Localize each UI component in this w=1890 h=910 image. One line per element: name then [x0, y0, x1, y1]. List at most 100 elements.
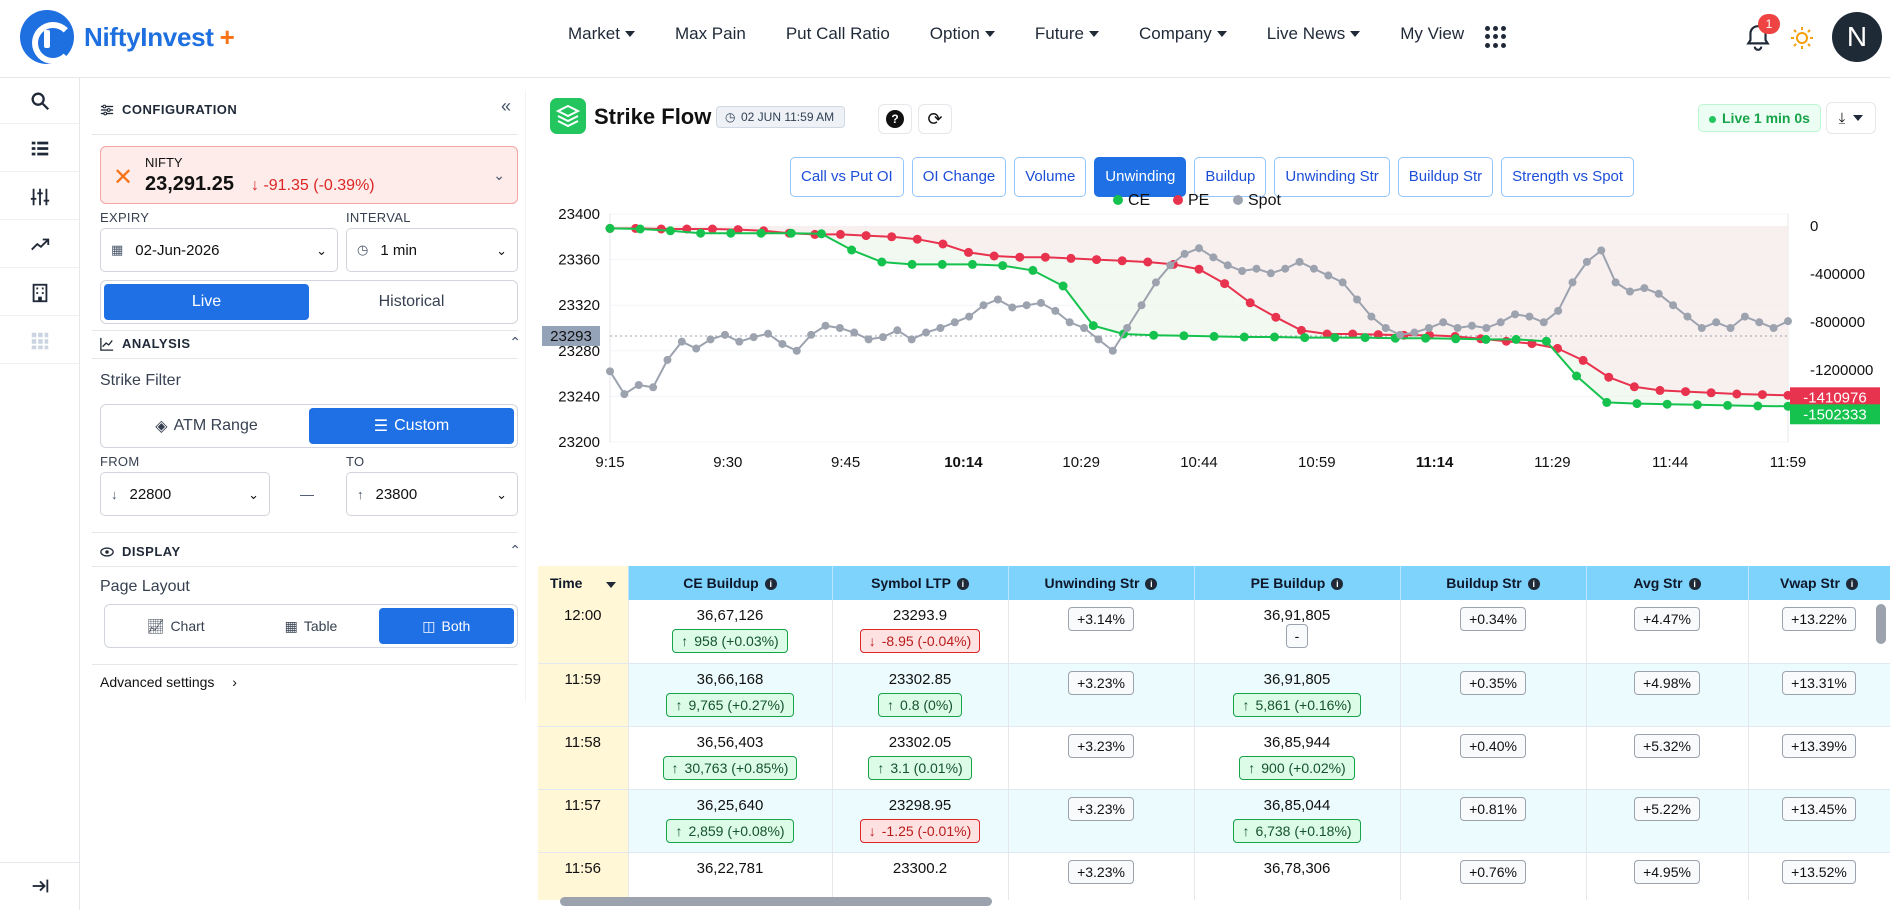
- nav-item-live-news[interactable]: Live News: [1267, 24, 1361, 44]
- apps-grid-icon[interactable]: [1485, 26, 1507, 48]
- layout-chart-button[interactable]: 📈︎ Chart: [108, 608, 243, 644]
- chevron-up-icon[interactable]: ⌃: [509, 542, 521, 558]
- chart-tabs: Call vs Put OI OI Change Volume Unwinding Bu…: [790, 157, 1635, 197]
- x-tick: 10:44: [1180, 454, 1218, 471]
- spot-point: [1080, 324, 1089, 332]
- tab-call-vs-put-oi[interactable]: Call vs Put OI: [790, 157, 904, 197]
- strength-chip: +3.23%: [1068, 733, 1134, 758]
- pe-point: [656, 224, 666, 234]
- spot-point: [1755, 318, 1764, 327]
- rail-heatmap[interactable]: [0, 318, 80, 364]
- column-header-vwap-str[interactable]: Vwap Str i: [1748, 566, 1890, 600]
- column-header-label: Symbol LTP: [871, 575, 951, 591]
- divider: [92, 358, 518, 359]
- tab-oi-change[interactable]: OI Change: [911, 157, 1007, 197]
- column-header-unwinding-str[interactable]: Unwinding Str i: [1008, 566, 1195, 600]
- tab-volume[interactable]: Volume: [1014, 157, 1087, 197]
- horizontal-scrollbar[interactable]: [560, 897, 992, 906]
- live-status: Live 1 min 0s: [1698, 104, 1821, 132]
- tab-unwinding[interactable]: Unwinding: [1094, 157, 1187, 197]
- layout-both-button[interactable]: ◫ Both: [378, 608, 514, 644]
- interval-select[interactable]: ◷ 1 min ⌄: [346, 228, 518, 272]
- value-cell: 36,67,126 ↑ 958 (+0.03%): [628, 600, 833, 664]
- pe-point: [733, 225, 743, 235]
- nav-item-max-pain[interactable]: Max Pain: [675, 24, 746, 44]
- change-value: 2,859 (+0.08%): [688, 822, 785, 839]
- column-header-symbol-ltp[interactable]: Symbol LTP i: [832, 566, 1009, 600]
- tab-unwinding-str[interactable]: Unwinding Str: [1274, 157, 1390, 197]
- vertical-scrollbar[interactable]: [1876, 604, 1886, 644]
- advanced-settings-link[interactable]: Advanced settings ›: [100, 674, 237, 690]
- change-value: -8.95 (-0.04%): [881, 633, 972, 649]
- nav-item-put-call-ratio[interactable]: Put Call Ratio: [786, 24, 890, 44]
- spot-point: [1238, 267, 1247, 275]
- change-chip: ↑ 9,765 (+0.27%): [666, 692, 794, 717]
- from-strike-select[interactable]: ↓ 22800 ⌄: [100, 472, 270, 516]
- table-icon: ▦: [284, 617, 298, 634]
- spot-point: [1424, 324, 1433, 332]
- info-icon: i: [1688, 578, 1701, 591]
- chevron-down-icon: ⌄: [496, 487, 507, 502]
- rail-search[interactable]: [0, 78, 80, 124]
- nav-item-option[interactable]: Option: [930, 24, 995, 44]
- arrow-down-icon: ↓: [251, 177, 259, 194]
- rail-company[interactable]: [0, 270, 80, 316]
- rail-trends[interactable]: [0, 222, 80, 268]
- display-header[interactable]: DISPLAY: [100, 544, 181, 559]
- sun-icon[interactable]: [1790, 26, 1814, 50]
- avatar[interactable]: N: [1832, 12, 1882, 62]
- to-strike-select[interactable]: ↑ 23800 ⌄: [346, 472, 518, 516]
- legend-label-spot[interactable]: Spot: [1248, 192, 1281, 209]
- table-row[interactable]: 11:56 36,22,781 23300.2 +3.23% 36,78,306 +0.7…: [538, 852, 1890, 900]
- tab-buildup[interactable]: Buildup: [1194, 157, 1267, 197]
- column-header-pe-buildup[interactable]: PE Buildup i: [1194, 566, 1401, 600]
- nav-item-my-view[interactable]: My View: [1400, 24, 1464, 44]
- strength-chip: +5.22%: [1634, 796, 1700, 821]
- pe-point: [1655, 385, 1665, 395]
- collapse-panel-icon[interactable]: «: [500, 96, 511, 116]
- table-row[interactable]: 11:59 36,66,168 ↑ 9,765 (+0.27%) 23302.85 ↑ 0.…: [538, 663, 1890, 727]
- spot-point: [965, 312, 974, 321]
- atm-range-button[interactable]: ◈ ATM Range: [104, 408, 309, 444]
- chevron-up-icon[interactable]: ⌃: [509, 334, 521, 350]
- spot-point: [1252, 264, 1261, 273]
- pe-point: [1117, 256, 1127, 266]
- instrument-selector[interactable]: ✕ NIFTY 23,291.25 ↓ -91.35 (-0.39%) ⌄: [100, 146, 518, 204]
- nav-item-future[interactable]: Future: [1035, 24, 1100, 44]
- table-row[interactable]: 11:58 36,56,403 ↑ 30,763 (+0.85%) 23302.05 ↑ 3…: [538, 726, 1890, 790]
- ce-point: [1300, 333, 1310, 343]
- live-mode-button[interactable]: Live: [104, 284, 309, 320]
- table-row[interactable]: 11:57 36,25,640 ↑ 2,859 (+0.08%) 23298.95 ↓ -1…: [538, 789, 1890, 853]
- column-header-buildup-str[interactable]: Buildup Str i: [1400, 566, 1587, 600]
- custom-button[interactable]: ☰ Custom: [309, 408, 514, 444]
- historical-mode-button[interactable]: Historical: [378, 293, 445, 310]
- help-button[interactable]: ?: [878, 104, 912, 134]
- download-button[interactable]: ⤓: [1826, 102, 1876, 134]
- refresh-button[interactable]: ⟳: [918, 104, 952, 134]
- brand-logo[interactable]: NiftyInvest +: [20, 10, 235, 64]
- legend-marker-spot: [1233, 195, 1243, 205]
- nav-item-market[interactable]: Market: [568, 24, 635, 44]
- spot-point: [1180, 249, 1189, 258]
- time-column-header[interactable]: Time: [538, 566, 629, 600]
- rail-expand[interactable]: [0, 862, 80, 908]
- expiry-select[interactable]: ▦ 02-Jun-2026 ⌄: [100, 228, 338, 272]
- legend-label-ce[interactable]: CE: [1128, 192, 1150, 209]
- arrow-down-icon: ↓: [868, 633, 876, 649]
- rail-filters[interactable]: [0, 174, 80, 220]
- x-tick: 10:14: [944, 454, 983, 471]
- layout-table-button[interactable]: ▦ Table: [243, 608, 378, 644]
- column-header-ce-buildup[interactable]: CE Buildup i: [628, 566, 833, 600]
- tab-buildup-str[interactable]: Buildup Str: [1397, 157, 1494, 197]
- spot-point: [1151, 278, 1160, 287]
- column-header-avg-str[interactable]: Avg Str i: [1586, 566, 1749, 600]
- analysis-header[interactable]: ANALYSIS: [100, 336, 191, 351]
- strength-chip: +5.32%: [1634, 733, 1700, 758]
- rail-list[interactable]: [0, 126, 80, 172]
- spot-point: [1511, 310, 1520, 319]
- nav-item-company[interactable]: Company: [1139, 24, 1227, 44]
- table-row[interactable]: 12:00 36,67,126 ↑ 958 (+0.03%) 23293.9 ↓ -8.95…: [538, 600, 1890, 664]
- legend-label-pe[interactable]: PE: [1188, 192, 1209, 209]
- ce-point: [967, 259, 977, 269]
- tab-strength-vs-spot[interactable]: Strength vs Spot: [1501, 157, 1635, 197]
